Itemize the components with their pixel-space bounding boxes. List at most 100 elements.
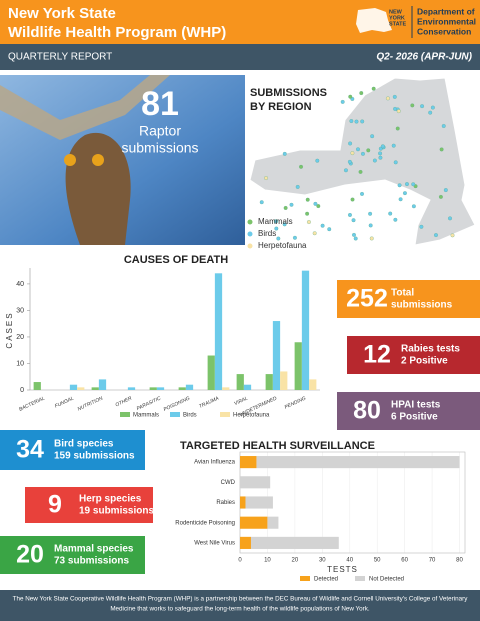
map-dot [396,109,401,114]
bar [98,379,107,390]
map-dot [259,200,264,205]
map-dot [273,219,278,224]
map-dot [315,158,320,163]
y-tick-label: West Nile Virus [194,540,235,546]
report-band [0,44,480,70]
map-dot [359,91,364,96]
header-band [0,0,480,44]
photo-eye [92,154,104,166]
map-dot [378,151,383,156]
map-dot [405,182,409,187]
stat-label: submissions [391,300,453,311]
map-dot [366,148,371,153]
bar [240,536,251,549]
y-tick-label: Rabies [216,500,235,506]
stat-label: HPAI tests [391,400,441,411]
map-dot [358,169,363,174]
map-dot [347,159,352,164]
footer-band [0,590,480,621]
stat-number: 252 [346,285,388,313]
report-period: Q2- 2026 (APR-JUN) [376,52,472,63]
legend-label: Birds [258,229,276,238]
map-dot [316,204,321,209]
map-dot [349,119,354,124]
map-dot [350,197,355,202]
report-label: QUARTERLY REPORT [8,52,112,63]
agency: Environmental [417,16,476,26]
y-tick-label: Rodenticide Poisoning [175,520,235,526]
bar [77,387,85,390]
map-dot [369,236,374,241]
map-dot [393,217,398,222]
photo-branch [0,75,170,140]
map-dot [306,220,311,224]
bar [240,516,268,529]
map-dot [352,232,356,237]
stat-label: Total [391,288,414,299]
x-tick-label: 50 [374,558,381,564]
agency: Department of [417,6,475,16]
map-dot [320,223,325,228]
legend-swatch [247,231,253,237]
map-dot [276,236,281,241]
bar [127,387,136,390]
photo-owl [65,132,131,245]
bar [240,476,271,489]
x-tick-label: 20 [292,558,299,564]
stat-label: 159 submissions [54,451,135,462]
map-dot [443,188,448,193]
map-dot [354,119,359,124]
map-dot [411,204,416,209]
legend-swatch [247,243,253,249]
map-dot [283,205,288,210]
map-dot [388,211,393,216]
map-dot [448,216,452,221]
legend-label: Not Detected [369,577,404,583]
map-dot [356,147,360,152]
stat-label: Bird species [54,439,114,450]
stat-label: 2 Positive [401,356,448,367]
legend-swatch [355,576,365,581]
stat-box [0,430,145,470]
map-dot [340,99,345,104]
bar [185,384,194,390]
photo-label: Raptor [139,123,181,139]
map-dot [348,141,353,146]
map-dot [361,151,365,156]
map-dot [419,224,424,229]
bar [256,456,460,469]
y-tick-label: 30 [16,307,24,314]
map-title: SUBMISSIONS [250,87,327,99]
map-dot [368,211,373,216]
stat-label: 19 submissions [79,506,154,517]
legend-swatch [170,412,180,417]
bar [222,387,230,390]
map-dot [397,183,402,188]
map-dot [295,184,300,189]
stat-label: Rabies tests [401,344,460,355]
legend-swatch [220,412,230,417]
map-dot [380,144,385,149]
bar [214,273,223,390]
stat-number: 20 [16,541,44,569]
map-dot [264,176,268,181]
stat-label: 73 submissions [54,556,129,567]
bar [272,321,281,390]
map-dot [350,151,355,156]
bar [250,536,339,549]
map-dot [313,201,318,206]
map-dot [434,233,438,238]
map-dot [420,104,425,109]
bar [267,516,279,529]
bar [294,342,302,390]
x-tick-label: VIRAL [233,395,249,407]
map-dot [360,119,365,124]
stat-number: 12 [363,341,391,369]
map-dot [395,126,400,131]
map-dot [393,106,398,111]
stat-label: Herp species [79,494,142,505]
map-dot [351,218,356,223]
map-dot [312,231,317,236]
map-dot [398,197,403,202]
stat-box [337,392,480,430]
